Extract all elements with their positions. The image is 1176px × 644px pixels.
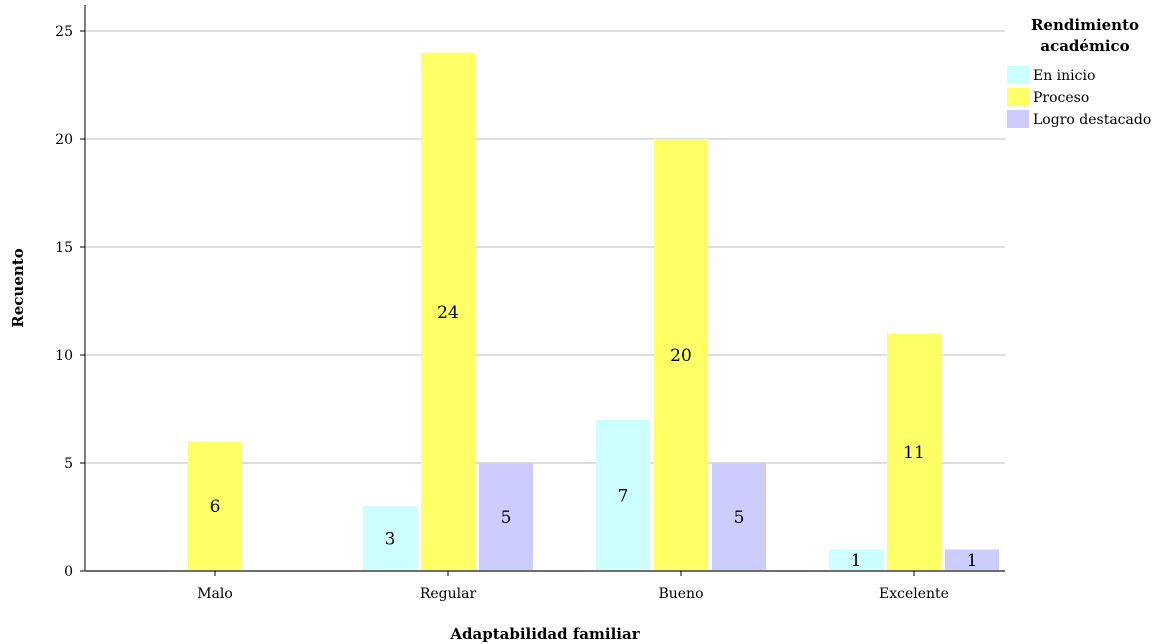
legend-title-line-1: Rendimiento	[1031, 16, 1139, 34]
bar-value-label: 5	[734, 508, 745, 528]
bar-value-label: 11	[903, 443, 925, 463]
y-tick-label: 25	[55, 24, 73, 40]
gridlines	[85, 30, 1005, 464]
legend-swatch	[1007, 110, 1029, 128]
x-tick-label: Regular	[420, 586, 477, 602]
y-tick-label: 10	[55, 348, 73, 364]
bar-value-label: 7	[618, 486, 629, 506]
bar-value-label: 3	[385, 530, 396, 550]
y-tick-label: 0	[64, 564, 73, 580]
bar-value-label: 24	[437, 303, 459, 323]
y-tick-label: 15	[55, 240, 73, 256]
bar-value-label: 6	[210, 497, 221, 517]
y-axis-title: Recuento	[9, 248, 27, 327]
legend-label: Logro destacado	[1033, 112, 1151, 128]
y-axis: 0 5 10 15 20 25	[55, 5, 86, 580]
bar-value-label: 5	[501, 508, 512, 528]
x-axis: Malo Regular Bueno Excelente	[85, 570, 1005, 602]
bar	[188, 441, 242, 571]
x-tick-label: Malo	[197, 586, 233, 602]
bar	[421, 52, 475, 572]
x-tick-label: Bueno	[658, 586, 703, 602]
legend: Rendimiento académico En inicio Proceso Lo…	[1007, 16, 1151, 128]
x-tick-label: Excelente	[879, 586, 949, 602]
bar	[479, 463, 533, 571]
bar	[945, 549, 999, 571]
bar	[363, 506, 417, 571]
bar-value-label: 20	[670, 346, 692, 366]
bar-value-label: 1	[851, 551, 862, 571]
bar	[712, 463, 766, 571]
bar	[596, 419, 650, 571]
bar-value-label: 1	[967, 551, 978, 571]
legend-label: En inicio	[1033, 68, 1095, 84]
x-axis-title: Adaptabilidad familiar	[449, 625, 640, 643]
legend-title-line-2: académico	[1040, 37, 1129, 55]
legend-swatch	[1007, 88, 1029, 106]
legend-swatch	[1007, 66, 1029, 84]
bar	[887, 333, 941, 571]
y-tick-label: 20	[55, 132, 73, 148]
legend-label: Proceso	[1033, 90, 1089, 106]
y-tick-label: 5	[64, 456, 73, 472]
bar	[654, 139, 708, 571]
bar	[829, 549, 883, 571]
